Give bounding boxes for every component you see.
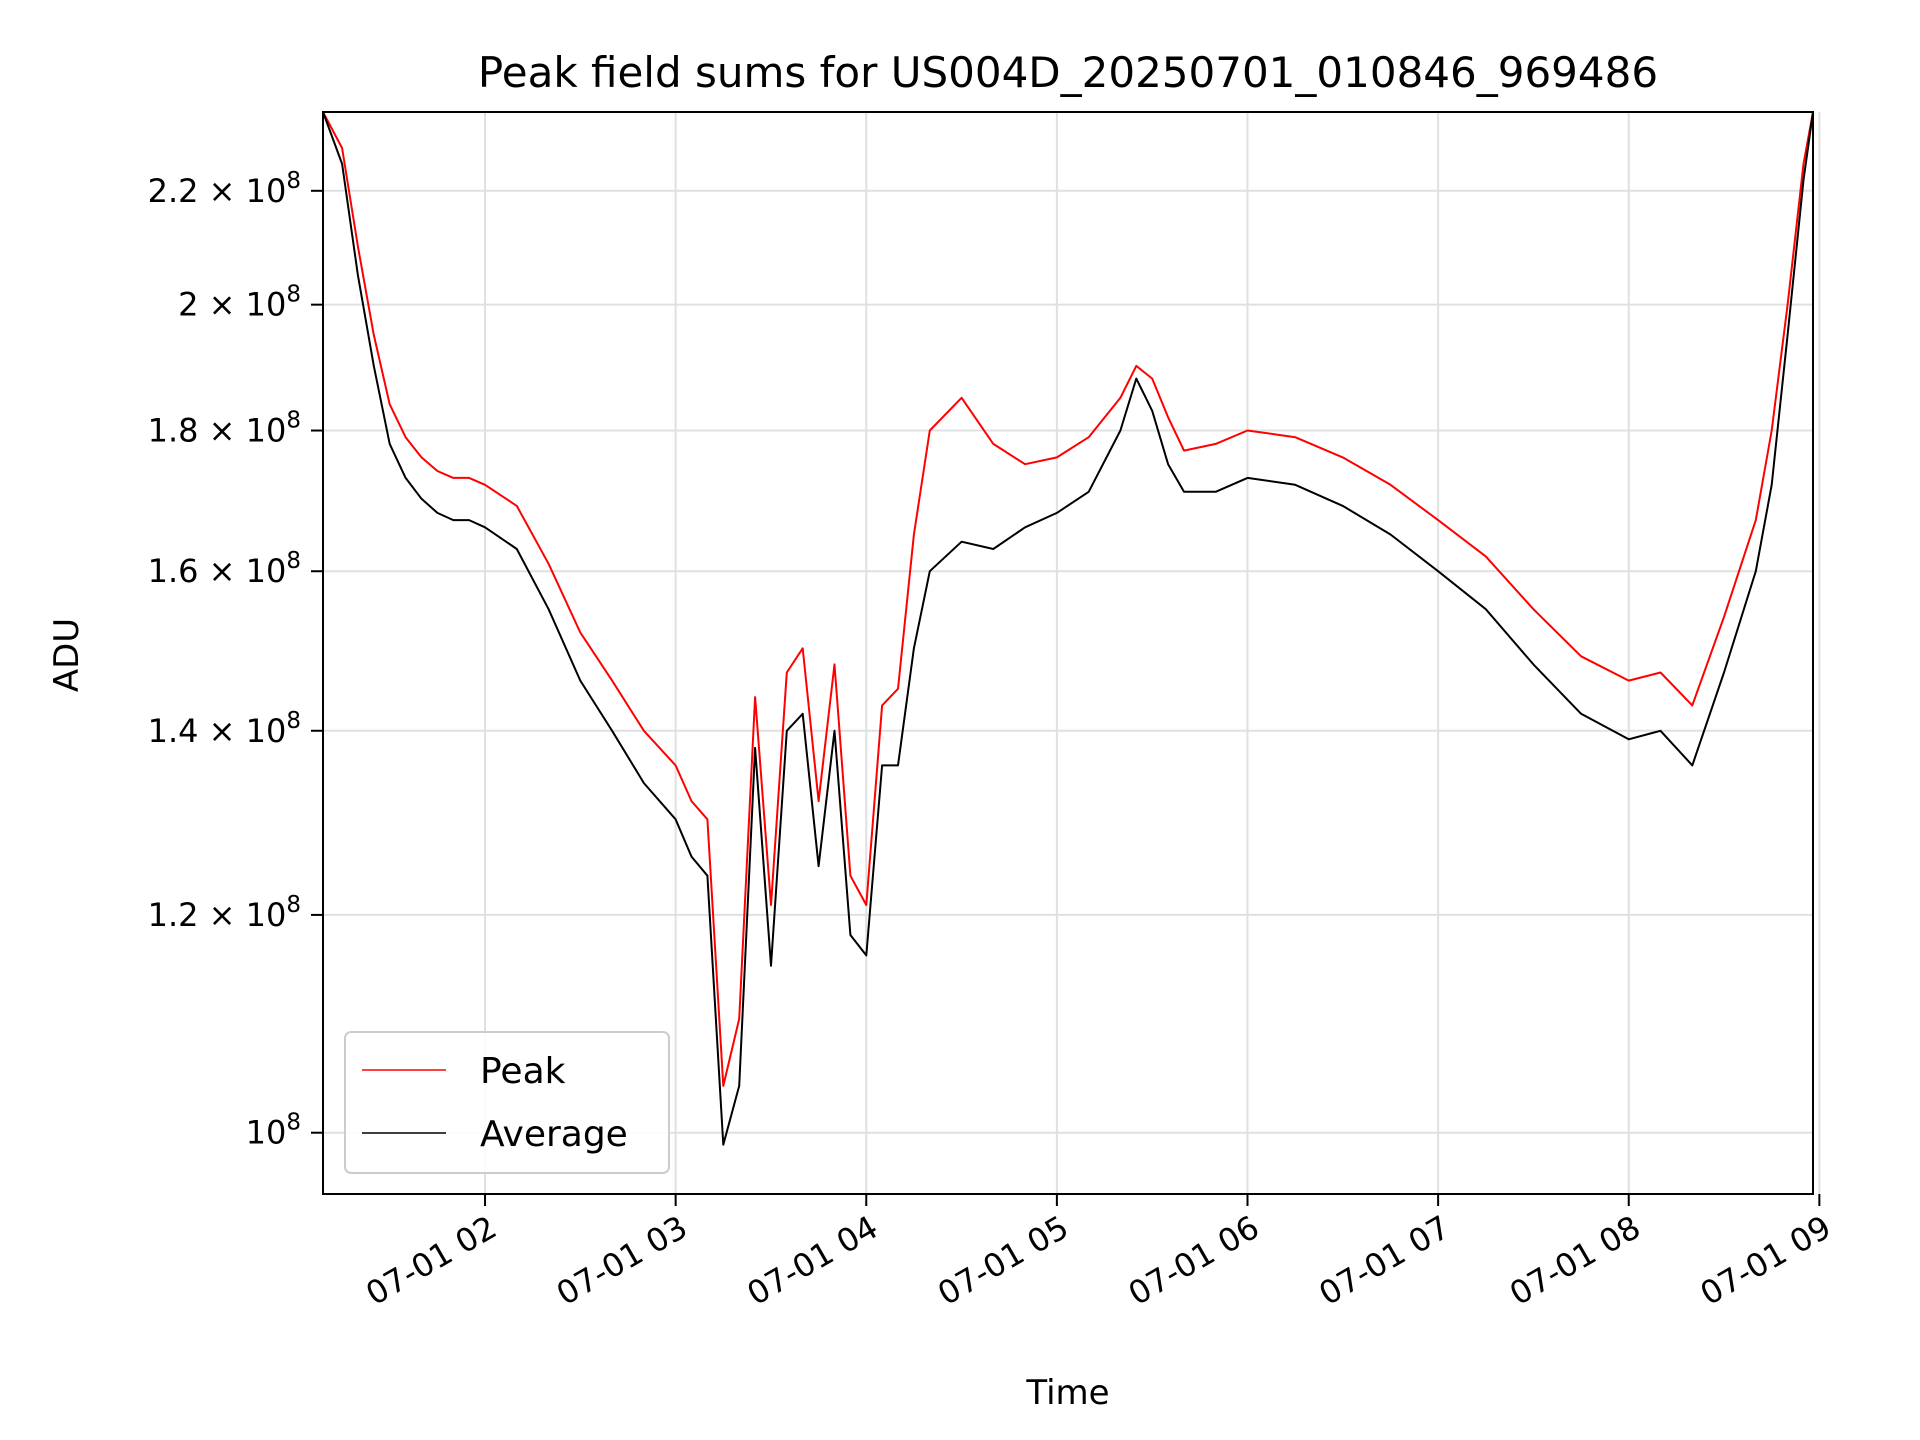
y-tick-exponent: 8 [286,408,301,434]
y-tick-label: 1.4 × 108 [148,708,301,750]
y-tick-label: 2.2 × 108 [148,168,301,210]
y-tick-exponent: 8 [286,892,301,918]
y-tick-mantissa: 1.2 × 10 [148,896,287,934]
y-tick-label: 2 × 108 [178,282,301,324]
y-tick-mantissa: 1.8 × 10 [148,412,287,450]
y-tick-exponent: 8 [286,548,301,574]
y-tick-label: 1.6 × 108 [148,548,301,590]
legend-box [344,1031,670,1174]
y-tick-mantissa: 1.4 × 10 [148,712,287,750]
y-tick-label: 1.2 × 108 [148,892,301,934]
x-axis-title: Time [1025,1373,1109,1413]
y-tick-mantissa: 2 × 10 [178,286,286,324]
y-tick-label: 108 [246,1110,301,1152]
y-tick-exponent: 8 [286,168,301,194]
legend: Peak Average [344,1031,670,1174]
y-tick-exponent: 8 [286,282,301,308]
chart-title: Peak field sums for US004D_20250701_0108… [478,48,1658,97]
y-tick-exponent: 8 [286,708,301,734]
legend-label-peak: Peak [480,1051,566,1092]
plot-frame [322,111,1814,1195]
series-layer [323,112,1813,1146]
y-tick-mantissa: 10 [246,1114,287,1152]
y-tick-mantissa: 2.2 × 10 [148,172,287,210]
y-tick-exponent: 8 [286,1110,301,1136]
y-axis-title: ADU [47,618,87,692]
series-line-average [323,112,1813,1146]
y-tick-label: 1.8 × 108 [148,408,301,450]
legend-label-average: Average [480,1114,628,1155]
series-line-peak [323,112,1813,1087]
y-tick-mantissa: 1.6 × 10 [148,552,287,590]
